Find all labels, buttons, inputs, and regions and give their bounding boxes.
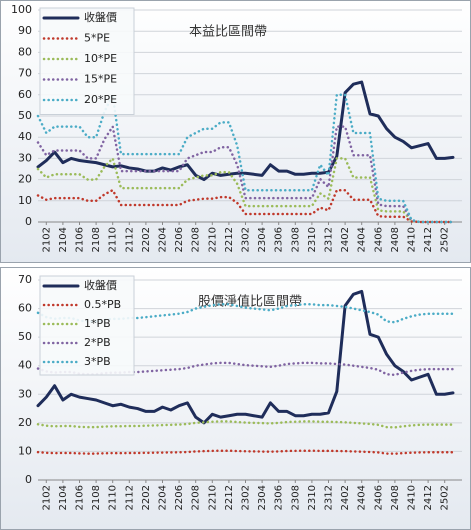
y-tick-label: 60: [18, 88, 32, 101]
x-tick-label: 2112: [124, 485, 135, 510]
legend-label: 10*PE: [84, 52, 117, 65]
x-tick-label: 2110: [108, 485, 119, 510]
y-tick-label: 40: [18, 130, 32, 143]
x-tick-label: 2408: [390, 227, 401, 252]
x-tick-label: 2502: [440, 485, 451, 510]
y-tick-label: 70: [18, 273, 32, 286]
x-tick-label: 2110: [108, 227, 119, 252]
x-tick-label: 2310: [307, 227, 318, 252]
y-tick-label: 30: [18, 387, 32, 400]
x-tick-label: 2202: [141, 485, 152, 510]
y-tick-label: 0: [25, 215, 32, 228]
y-tick-label: 0: [25, 473, 32, 486]
series-line: [36, 125, 455, 224]
x-tick-label: 2410: [407, 227, 418, 252]
y-tick-label: 70: [18, 67, 32, 80]
x-tick-label: 2102: [41, 227, 52, 252]
y-tick-label: 50: [18, 330, 32, 343]
y-tick-label: 60: [18, 302, 32, 315]
x-tick-label: 2202: [141, 227, 152, 252]
x-tick-label: 2502: [440, 227, 451, 252]
legend-label: 收盤價: [84, 278, 117, 292]
x-tick-label: 2304: [257, 227, 268, 252]
legend-label: 收盤價: [84, 10, 117, 24]
x-tick-label: 2310: [307, 485, 318, 510]
y-tick-label: 10: [18, 444, 32, 457]
x-tick-label: 2306: [274, 485, 285, 510]
x-tick-label: 2302: [241, 227, 252, 252]
x-tick-label: 2308: [290, 485, 301, 510]
x-tick-label: 2106: [75, 485, 86, 510]
x-tick-label: 2208: [191, 227, 202, 252]
x-tick-label: 2406: [373, 227, 384, 252]
y-tick-label: 30: [18, 151, 32, 164]
legend-box: [39, 275, 135, 376]
x-tick-label: 2406: [373, 485, 384, 510]
x-tick-label: 2210: [207, 485, 218, 510]
x-tick-label: 2312: [324, 227, 335, 252]
x-tick-label: 2206: [174, 227, 185, 252]
series-line: [36, 80, 455, 182]
x-tick-label: 2306: [274, 227, 285, 252]
x-tick-label: 2308: [290, 227, 301, 252]
x-tick-label: 2108: [91, 227, 102, 252]
x-tick-label: 2206: [174, 485, 185, 510]
x-tick-label: 2204: [158, 227, 169, 252]
y-tick-label: 20: [18, 416, 32, 429]
legend-label: 15*PE: [84, 73, 117, 86]
x-tick-label: 2112: [124, 227, 135, 252]
legend-label: 1*PB: [84, 317, 111, 330]
x-tick-label: 2212: [224, 227, 235, 252]
legend-label: 2*PB: [84, 336, 111, 349]
legend-label: 20*PE: [84, 93, 117, 106]
x-tick-label: 2412: [423, 227, 434, 252]
y-tick-label: 90: [18, 24, 32, 37]
x-tick-label: 2404: [357, 227, 368, 252]
x-tick-label: 2106: [75, 227, 86, 252]
x-tick-label: 2312: [324, 485, 335, 510]
legend-box: [39, 7, 135, 115]
x-tick-label: 2104: [58, 227, 69, 252]
series-line: [36, 188, 455, 224]
y-tick-label: 10: [18, 194, 32, 207]
chart-title: 股價淨值比區間帶: [198, 294, 302, 310]
x-tick-label: 2204: [158, 485, 169, 510]
legend-label: 3*PB: [84, 355, 111, 368]
chart-title: 本益比區間帶: [189, 25, 267, 40]
x-tick-label: 2210: [207, 227, 218, 252]
x-tick-label: 2102: [41, 485, 52, 510]
x-tick-label: 2304: [257, 485, 268, 510]
x-tick-label: 2212: [224, 485, 235, 510]
y-tick-label: 40: [18, 359, 32, 372]
legend-label: 0.5*PB: [84, 298, 121, 311]
y-tick-label: 80: [18, 45, 32, 58]
x-tick-label: 2108: [91, 485, 102, 510]
series-line: [36, 157, 455, 224]
x-tick-label: 2208: [191, 485, 202, 510]
series-line: [36, 303, 455, 324]
x-tick-label: 2104: [58, 485, 69, 510]
series-line: [36, 289, 455, 425]
series-line: [36, 449, 455, 455]
y-tick-label: 100: [11, 3, 32, 16]
series-line: [36, 420, 455, 429]
legend-label: 5*PE: [84, 32, 110, 45]
y-tick-label: 50: [18, 109, 32, 122]
x-tick-label: 2404: [357, 485, 368, 510]
x-tick-label: 2402: [340, 485, 351, 510]
x-tick-label: 2412: [423, 485, 434, 510]
y-tick-label: 20: [18, 173, 32, 186]
x-tick-label: 2402: [340, 227, 351, 252]
x-tick-label: 2302: [241, 485, 252, 510]
x-tick-label: 2410: [407, 485, 418, 510]
x-tick-label: 2408: [390, 485, 401, 510]
